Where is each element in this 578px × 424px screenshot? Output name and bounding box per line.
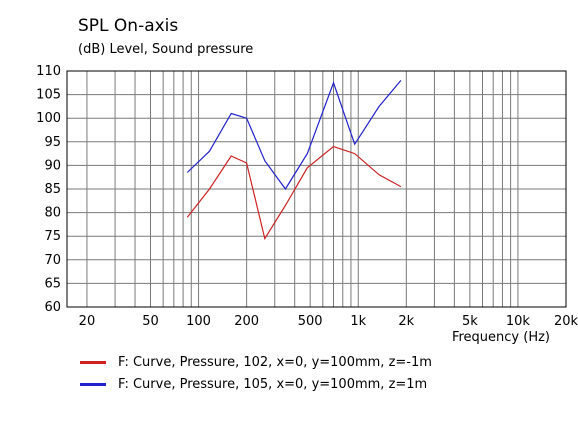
legend-label-series1: F: Curve, Pressure, 102, x=0, y=100mm, z… <box>118 354 432 370</box>
x-tick-label: 5k <box>462 314 478 329</box>
plot-frame <box>66 70 567 308</box>
x-tick-label: 200 <box>234 314 259 329</box>
x-tick-label: 2k <box>398 314 414 329</box>
series-line-1 <box>186 145 402 241</box>
x-axis-label: Frequency (Hz) <box>451 330 550 345</box>
series-lines <box>186 80 402 241</box>
y-tick-label: 110 <box>36 64 61 79</box>
chart-subtitle: (dB) Level, Sound pressure <box>78 42 254 57</box>
y-tick-label: 90 <box>44 158 61 173</box>
chart-title: SPL On-axis <box>78 16 179 36</box>
y-tick-label: 100 <box>36 111 61 126</box>
y-tick-label: 80 <box>44 206 61 221</box>
x-tick-label: 500 <box>298 314 323 329</box>
series-line-2 <box>186 80 402 191</box>
x-tick-label: 20 <box>79 314 96 329</box>
legend-swatch-red <box>80 360 106 364</box>
y-tick-label: 105 <box>36 88 61 103</box>
y-tick-label: 60 <box>44 300 61 315</box>
y-tick-label: 75 <box>44 229 61 244</box>
grid <box>67 70 567 308</box>
x-tick-labels: 20 50 100 200 500 1k 2k 5k 10k 20k <box>79 314 578 329</box>
y-tick-label: 70 <box>44 253 61 268</box>
x-tick-label: 50 <box>142 314 159 329</box>
y-tick-labels: 60 65 70 75 80 85 90 95 100 105 110 <box>36 64 61 315</box>
x-tick-label: 1k <box>350 314 366 329</box>
y-tick-label: 85 <box>44 182 61 197</box>
x-tick-label: 100 <box>186 314 211 329</box>
x-tick-label: 20k <box>554 314 578 329</box>
legend-swatch-blue <box>80 382 106 386</box>
y-tick-label: 95 <box>44 135 61 150</box>
legend-label-series2: F: Curve, Pressure, 105, x=0, y=100mm, z… <box>118 376 428 392</box>
legend-item-series1: F: Curve, Pressure, 102, x=0, y=100mm, z… <box>80 352 432 372</box>
legend-item-series2: F: Curve, Pressure, 105, x=0, y=100mm, z… <box>80 374 427 394</box>
y-tick-label: 65 <box>44 276 61 291</box>
x-tick-label: 10k <box>506 314 531 329</box>
